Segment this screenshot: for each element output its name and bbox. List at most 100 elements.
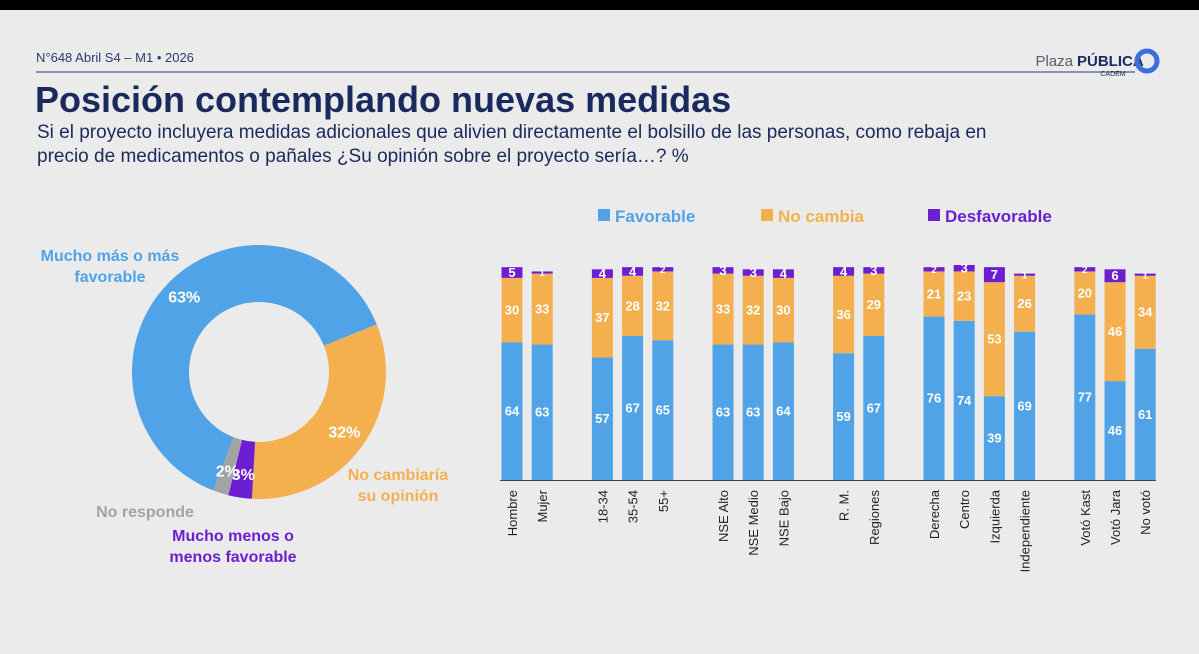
category-label: No responde (96, 504, 194, 521)
bar-value-label: 3 (719, 263, 726, 278)
bar-segment (923, 267, 945, 272)
x-tick-label: Independiente (1018, 490, 1033, 572)
x-tick-label: NSE Alto (716, 490, 731, 542)
bar-segment (1134, 275, 1156, 349)
bar-value-label: 67 (625, 400, 639, 415)
bar-segment (953, 320, 975, 480)
bar-value-label: 3 (750, 265, 757, 280)
logo-plaza: Plaza (1035, 53, 1073, 70)
bar-value-label: 39 (987, 431, 1001, 446)
bar-value-label: 30 (776, 303, 790, 318)
legend-swatch (598, 209, 610, 221)
bar-value-label: 67 (867, 400, 881, 415)
category-label: Mucho menos o menos favorable (169, 528, 297, 566)
bar-segment (983, 267, 1005, 283)
bar-value-label: 63 (746, 405, 760, 420)
bar-value-label: 53 (987, 332, 1001, 347)
legend-swatch (928, 209, 940, 221)
x-tick-label: 55+ (656, 490, 671, 512)
x-tick-label: R. M. (837, 490, 852, 521)
value-label: 32% (328, 424, 360, 441)
value-label: 63% (168, 289, 200, 306)
bar-value-label: 57 (595, 411, 609, 426)
bar-segment (652, 340, 674, 480)
bar-value-label: 7 (991, 267, 998, 282)
bar-segment (501, 342, 523, 480)
value-label: 2% (216, 463, 239, 480)
bar-value-label: 26 (1017, 296, 1031, 311)
bar-value-label: 2 (1082, 265, 1088, 276)
x-tick-label: Votó Kast (1078, 490, 1093, 546)
x-tick-label: Hombre (505, 490, 520, 536)
bar-segment (953, 265, 975, 272)
bar-value-label: 30 (505, 303, 519, 318)
bar-value-label: 3 (870, 263, 877, 278)
bar-segment (953, 271, 975, 321)
bar-segment (531, 273, 553, 345)
bar-value-label: 5 (508, 265, 515, 280)
bar-segment (833, 275, 855, 354)
x-tick-label: Mujer (535, 489, 550, 522)
donut-segment (213, 437, 243, 496)
x-tick-label: NSE Medio (746, 490, 761, 556)
bar-segment (712, 267, 734, 274)
bar-value-label: 23 (957, 289, 971, 304)
bar-segment (983, 396, 1005, 480)
bar-value-label: 34 (1138, 305, 1153, 320)
bar-segment (1074, 314, 1096, 480)
subtitle: Si el proyecto incluyera medidas adicion… (37, 122, 987, 167)
bar-value-label: 6 (1111, 268, 1118, 283)
bar-value-label: 4 (629, 264, 637, 279)
bar-segment (591, 357, 613, 480)
logo-cadem: CADEM (1100, 71, 1125, 78)
bar-value-label: 64 (776, 404, 791, 419)
bar-segment (742, 269, 764, 276)
top-bar (0, 0, 1199, 10)
bar-value-label: 1 (1022, 270, 1028, 281)
bar-segment (983, 282, 1005, 397)
bar-segment (923, 271, 945, 317)
bar-segment (531, 271, 553, 274)
bar-segment (772, 269, 794, 278)
bar-value-label: 65 (656, 403, 670, 418)
bar-segment (501, 277, 523, 343)
bar-segment (833, 353, 855, 480)
title: Posición contemplando nuevas medidas (35, 79, 731, 120)
bar-segment (923, 316, 945, 480)
bar-value-label: 77 (1078, 390, 1092, 405)
category-label: No cambiaría su opinión (347, 467, 449, 505)
bar-segment (1104, 282, 1126, 382)
bar-value-label: 33 (535, 302, 549, 317)
bar-value-label: 32 (746, 303, 760, 318)
bar-segment (622, 267, 644, 276)
x-tick-label: 35-54 (626, 490, 641, 523)
x-tick-label: Derecha (927, 489, 942, 539)
issue: N°648 Abril S4 – M1 • 2026 (36, 50, 194, 65)
bar-value-label: 4 (599, 266, 607, 281)
bar-segment (833, 267, 855, 276)
bar-value-label: 3 (961, 261, 968, 276)
bar-segment (531, 344, 553, 480)
bar-segment (591, 277, 613, 358)
donut-segment (132, 245, 377, 491)
bar-segment (1074, 271, 1096, 315)
bar-segment (1134, 273, 1156, 276)
bar-value-label: 4 (780, 266, 788, 281)
bar-value-label: 61 (1138, 407, 1152, 422)
x-tick-label: NSE Bajo (776, 490, 791, 546)
logo-icon (1134, 48, 1160, 74)
legend-swatch (761, 209, 773, 221)
bar-value-label: 46 (1108, 423, 1122, 438)
bar-value-label: 36 (836, 307, 850, 322)
bar-segment (1134, 348, 1156, 480)
bar-segment (1074, 267, 1096, 272)
donut-segment (228, 439, 256, 499)
bar-value-label: 20 (1078, 285, 1092, 300)
value-label: 3% (232, 467, 255, 484)
x-tick-label: No votó (1138, 490, 1153, 535)
logo-publica: PÚBLICA (1077, 52, 1144, 70)
bar-segment (863, 335, 885, 480)
bar-value-label: 2 (660, 265, 666, 276)
